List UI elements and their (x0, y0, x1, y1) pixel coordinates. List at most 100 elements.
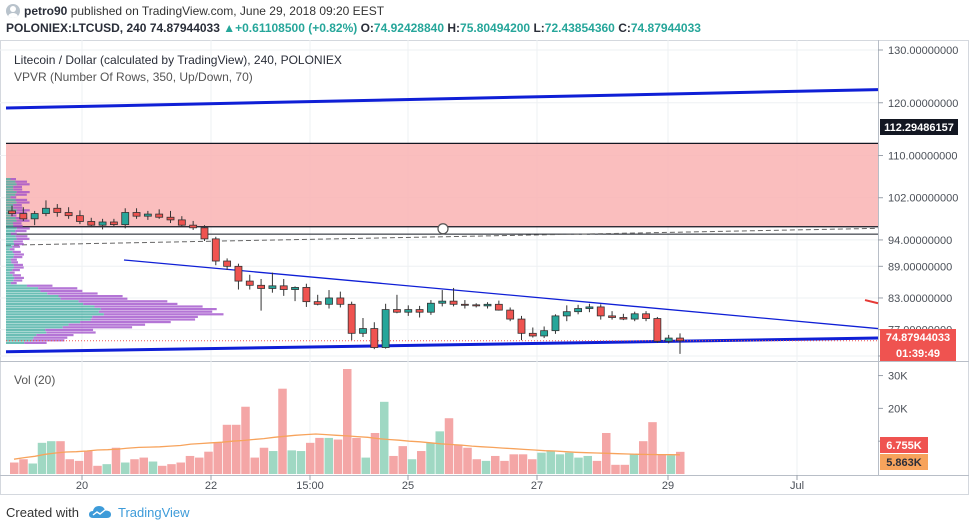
time-tick-label: 22 (205, 480, 217, 492)
vp-bar-down (13, 224, 23, 227)
candle-body (313, 301, 322, 305)
time-axis[interactable]: 20 22 15:00 25 27 29 Jul (76, 475, 804, 492)
last-volume-badge (880, 437, 928, 453)
volume-bar (93, 465, 102, 474)
vp-bar-down (13, 279, 23, 282)
candle-body (347, 303, 356, 334)
vp-bar-up (6, 245, 13, 248)
vp-bar-down (38, 287, 78, 290)
candle-body (551, 315, 560, 332)
volume-bar (629, 454, 639, 474)
volume-bar (278, 388, 287, 474)
candle-body (325, 297, 333, 305)
chart-legend: Litecoin / Dollar (calculated by Trading… (14, 53, 342, 387)
volume-bar (306, 442, 315, 474)
vp-bar-up (6, 271, 10, 274)
upper-level-label: 112.29486157 (884, 122, 954, 134)
trendlines[interactable] (5, 88, 879, 354)
candle-body (438, 300, 447, 304)
volume-bar (343, 369, 352, 474)
vp-bar-up (6, 308, 101, 311)
vp-bar-up (6, 214, 11, 217)
candle-body (291, 287, 299, 290)
volume-bar (333, 439, 343, 474)
volume-bar (491, 455, 500, 474)
volume-bar (232, 424, 241, 474)
candle-body (8, 210, 16, 214)
indicator-label: VPVR (Number Of Rows, 350, Up/Down, 70) (14, 70, 253, 84)
time-tick-label: Jul (790, 480, 804, 492)
candle-body (336, 297, 345, 305)
upper-level-badge (880, 119, 958, 135)
axis-badges: 112.29486157 74.87944033 01:39:49 6.755K… (880, 119, 958, 470)
chart-svg[interactable]: 130.00000000 120.00000000 110.00000000 102.… (0, 40, 969, 495)
vp-bar-down (13, 185, 22, 188)
vp-bar-down (68, 323, 146, 326)
vp-bar-down (45, 328, 94, 331)
descending-trendline (123, 259, 879, 330)
vp-bar-up (6, 209, 17, 212)
volume-bar (426, 442, 435, 474)
vp-bar-up (6, 321, 81, 324)
vp-bar-up (6, 287, 39, 290)
volume-bar (620, 464, 629, 474)
vp-bar-up (6, 204, 14, 207)
vp-bar-down (13, 188, 23, 191)
candle-body (427, 302, 435, 313)
footer: Created with TradingView (0, 495, 969, 529)
volume-bar (74, 460, 84, 474)
vp-bar-down (11, 261, 18, 264)
avatar[interactable] (6, 4, 20, 18)
candle-body (472, 304, 481, 307)
volume-bar (213, 442, 222, 474)
volume-bar (324, 437, 333, 474)
candle-body (370, 328, 379, 348)
candle-body (664, 337, 673, 342)
vp-bar-up (6, 310, 99, 313)
volume-ma-line (13, 433, 681, 460)
last-price-label: 74.87944033 (886, 332, 950, 344)
candle-body (506, 309, 515, 320)
volume-profile (6, 178, 224, 344)
last-price-badge (880, 329, 956, 345)
vp-bar-up (6, 217, 16, 220)
candle-body (268, 285, 277, 289)
vp-bar-down (14, 253, 24, 256)
lower-trendline (5, 336, 879, 354)
candle-body (143, 213, 152, 217)
vp-bar-down (47, 292, 98, 295)
candle-body (630, 313, 639, 320)
price-tick-label: 94.00000000 (888, 235, 952, 247)
vp-bar-down (13, 240, 23, 243)
time-tick-label: 20 (76, 480, 88, 492)
candle-body (528, 332, 537, 337)
vp-bar-up (6, 219, 17, 222)
vp-bar-down (10, 178, 16, 181)
low-value: 72.43854360 (544, 21, 615, 35)
candle-body (596, 306, 605, 317)
upper-trendline (5, 88, 879, 110)
volume-axis[interactable]: 30K20K10K (878, 371, 908, 449)
candle-body (483, 303, 492, 307)
price-axis[interactable]: 130.00000000 120.00000000 110.00000000 102.… (878, 45, 958, 363)
price-marker-line (864, 299, 879, 305)
author-name[interactable]: petro90 (24, 4, 68, 18)
volume-bar (518, 454, 528, 474)
volume-bar (10, 462, 19, 474)
time-tick-label: 29 (662, 480, 674, 492)
volume-tick-label: 20K (888, 403, 908, 415)
tradingview-link[interactable]: TradingView (118, 505, 190, 520)
vp-bar-down (26, 284, 53, 287)
chart-area[interactable]: 130.00000000 120.00000000 110.00000000 102.… (0, 40, 969, 495)
vp-bar-up (6, 230, 16, 233)
volume-bar (148, 461, 158, 474)
candle-body (494, 303, 503, 311)
vp-bar-up (6, 302, 84, 305)
candle-body (98, 221, 107, 226)
anchor-handle (437, 223, 449, 235)
vp-bar-down (16, 237, 30, 240)
vp-bar-down (12, 250, 21, 253)
volume-tick-label: 30K (888, 371, 908, 383)
high-label: H: (447, 21, 461, 35)
volume-bar (222, 424, 232, 474)
